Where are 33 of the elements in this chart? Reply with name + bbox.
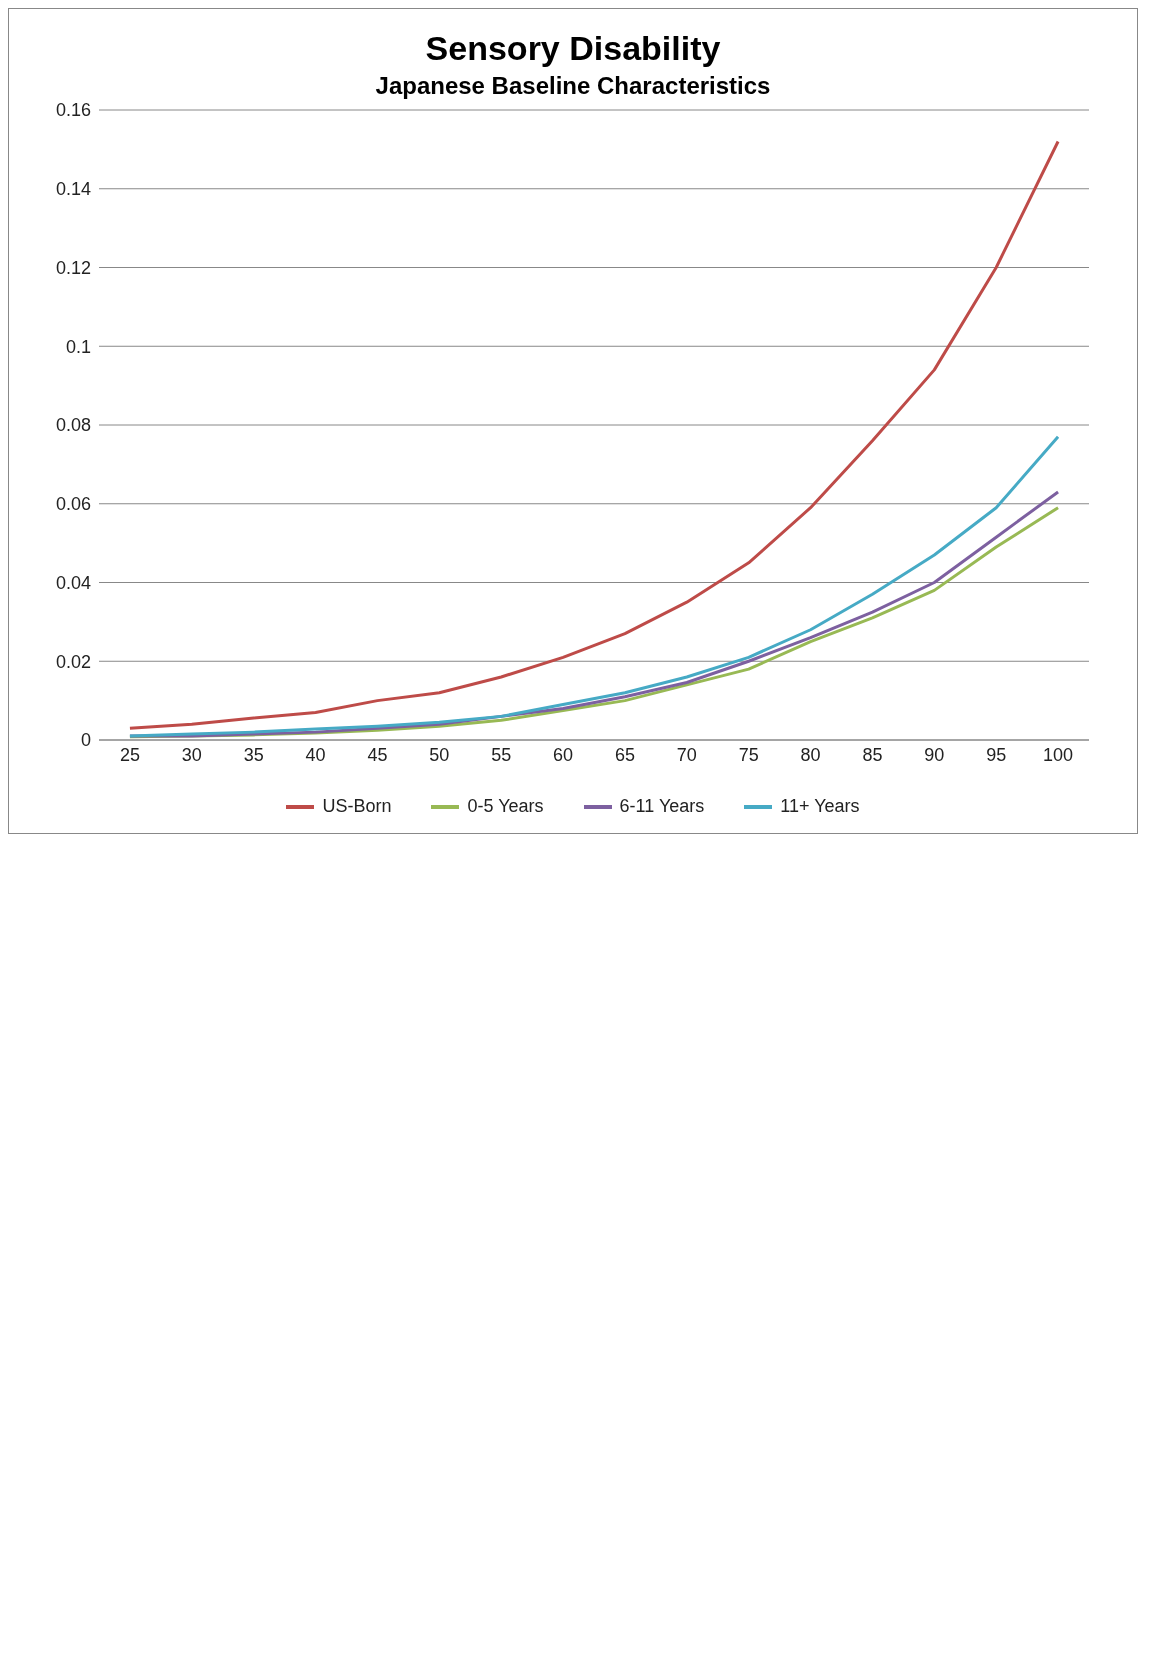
y-tick-label: 0.1 bbox=[65, 336, 91, 357]
line-series bbox=[128, 435, 1060, 738]
x-tick-label: 25 bbox=[119, 744, 140, 765]
y-tick-label: 0.02 bbox=[55, 651, 91, 672]
chart-title: Sensory Disability bbox=[424, 29, 722, 68]
x-tick-label: 30 bbox=[181, 744, 202, 765]
x-tick-label: 35 bbox=[243, 744, 264, 765]
y-tick-label: 0.16 bbox=[55, 100, 91, 121]
x-tick-label: 50 bbox=[429, 744, 450, 765]
y-tick-label: 0.08 bbox=[55, 415, 91, 436]
x-tick-label: 60 bbox=[553, 744, 574, 765]
line-series bbox=[128, 140, 1060, 730]
x-tick-label: 90 bbox=[924, 744, 945, 765]
x-tick-label: 45 bbox=[367, 744, 388, 765]
legend-label: 11+ Years bbox=[780, 796, 860, 817]
x-tick-label: 75 bbox=[738, 744, 759, 765]
x-tick-label: 80 bbox=[800, 744, 821, 765]
y-tick-label: 0.04 bbox=[55, 572, 91, 593]
legend-label: US-Born bbox=[322, 796, 392, 817]
x-tick-label: 70 bbox=[676, 744, 697, 765]
x-tick-label: 65 bbox=[614, 744, 635, 765]
y-tick-label: 0.06 bbox=[55, 494, 91, 515]
x-tick-label: 85 bbox=[862, 744, 883, 765]
y-tick-label: 0.12 bbox=[55, 257, 91, 278]
x-tick-label: 55 bbox=[491, 744, 512, 765]
y-tick-label: 0.14 bbox=[55, 179, 91, 200]
x-tick-label: 40 bbox=[305, 744, 326, 765]
x-tick-label: 95 bbox=[986, 744, 1007, 765]
x-tick-label: 100 bbox=[1043, 744, 1074, 765]
legend-label: 6-11 Years bbox=[619, 796, 705, 817]
y-tick-label: 0 bbox=[80, 730, 91, 751]
legend-label: 0-5 Years bbox=[467, 796, 544, 817]
chart-subtitle: Japanese Baseline Characteristics bbox=[374, 72, 772, 100]
